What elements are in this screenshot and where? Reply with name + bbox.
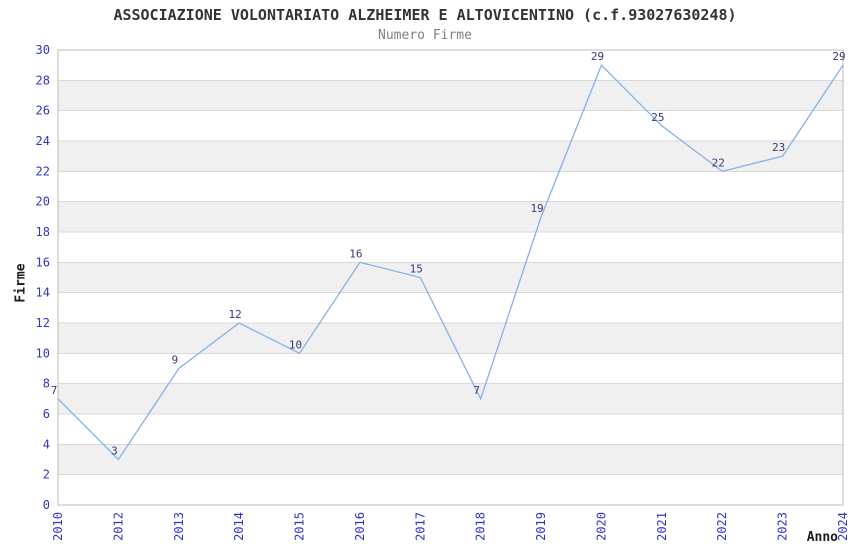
- point-value-label: 29: [591, 50, 604, 63]
- y-tick-label: 30: [36, 43, 50, 57]
- x-tick-label: 2010: [51, 512, 65, 541]
- chart-title: ASSOCIAZIONE VOLONTARIATO ALZHEIMER E AL…: [113, 6, 737, 24]
- x-tick-label: 2020: [594, 512, 608, 541]
- y-tick-label: 20: [36, 195, 50, 209]
- x-tick-label: 2016: [353, 512, 367, 541]
- point-value-label: 3: [111, 445, 118, 458]
- x-tick-label: 2021: [655, 512, 669, 541]
- x-tick-label: 2024: [836, 512, 850, 541]
- y-tick-label: 2: [43, 468, 50, 482]
- plot-border: [57, 49, 844, 506]
- y-tick-label: 16: [36, 255, 50, 269]
- x-tick-label: 2019: [534, 512, 548, 541]
- point-value-label: 12: [229, 308, 242, 321]
- y-tick-label: 24: [36, 134, 50, 148]
- x-tick-label: 2018: [474, 512, 488, 541]
- y-tick-label: 22: [36, 164, 50, 178]
- point-value-label: 19: [530, 202, 543, 215]
- x-tick-label: 2013: [172, 512, 186, 541]
- point-value-label: 7: [473, 384, 480, 397]
- grid-band: [58, 262, 843, 293]
- y-tick-label: 4: [43, 437, 50, 451]
- x-axis-title: Anno: [806, 530, 838, 545]
- point-value-label: 10: [289, 338, 302, 351]
- y-tick-label: 28: [36, 73, 50, 87]
- y-tick-label: 18: [36, 225, 50, 239]
- point-value-label: 29: [832, 50, 845, 63]
- x-tick-label: 2022: [715, 512, 729, 541]
- y-tick-label: 0: [43, 498, 50, 512]
- x-tick-label: 2015: [293, 512, 307, 541]
- series-line: [57, 64, 844, 461]
- point-value-label: 16: [349, 247, 362, 260]
- x-tick-label: 2023: [776, 512, 790, 541]
- x-tick-label: 2012: [111, 512, 125, 541]
- y-tick-label: 6: [43, 407, 50, 421]
- y-tick-label: 14: [36, 286, 50, 300]
- y-tick-label: 10: [36, 346, 50, 360]
- point-value-label: 22: [712, 156, 725, 169]
- point-value-label: 15: [410, 263, 423, 276]
- point-value-label: 25: [651, 111, 664, 124]
- grid-band: [58, 383, 843, 414]
- x-tick-label: 2017: [413, 512, 427, 541]
- grid-band: [58, 80, 843, 111]
- grid-band: [58, 141, 843, 172]
- grid-band: [58, 201, 843, 232]
- chart-subtitle: Numero Firme: [378, 28, 472, 43]
- point-value-label: 7: [51, 384, 58, 397]
- y-tick-label: 12: [36, 316, 50, 330]
- point-value-label: 23: [772, 141, 785, 154]
- y-tick-label: 8: [43, 377, 50, 391]
- x-tick-label: 2014: [232, 512, 246, 541]
- grid-band: [58, 444, 843, 475]
- point-value-label: 9: [171, 354, 178, 367]
- y-tick-label: 26: [36, 104, 50, 118]
